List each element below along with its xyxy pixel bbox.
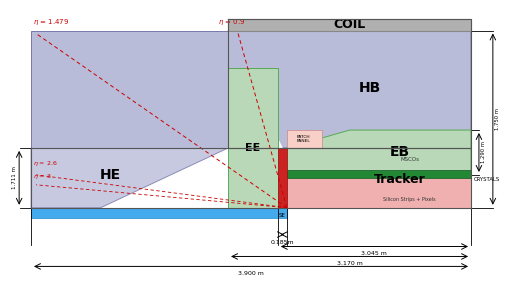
Polygon shape bbox=[31, 148, 228, 208]
Polygon shape bbox=[228, 95, 278, 148]
Text: HE: HE bbox=[100, 168, 121, 182]
Text: CRYSTALS: CRYSTALS bbox=[474, 177, 500, 182]
Text: Silicon Strips + Pixels: Silicon Strips + Pixels bbox=[383, 197, 436, 202]
Text: HB: HB bbox=[359, 81, 381, 95]
Polygon shape bbox=[228, 68, 278, 208]
Text: $\eta$ = 1.479: $\eta$ = 1.479 bbox=[33, 17, 69, 27]
Polygon shape bbox=[278, 148, 287, 208]
Text: 1.750 m: 1.750 m bbox=[495, 108, 500, 130]
Polygon shape bbox=[31, 30, 228, 148]
Text: 0.185m: 0.185m bbox=[270, 240, 294, 244]
Text: 1.711 m: 1.711 m bbox=[12, 166, 17, 189]
Polygon shape bbox=[228, 75, 283, 148]
Text: 3.170 m: 3.170 m bbox=[337, 262, 363, 267]
Text: 1.290 m: 1.290 m bbox=[481, 141, 486, 163]
Polygon shape bbox=[287, 170, 471, 178]
Polygon shape bbox=[228, 30, 471, 148]
Polygon shape bbox=[228, 19, 471, 30]
Text: PATCH
PANEL: PATCH PANEL bbox=[297, 135, 311, 143]
Text: $\eta$ = 0.9: $\eta$ = 0.9 bbox=[218, 17, 246, 27]
Text: COIL: COIL bbox=[333, 18, 366, 31]
Polygon shape bbox=[31, 208, 287, 218]
Text: EB: EB bbox=[389, 145, 409, 159]
Polygon shape bbox=[287, 148, 471, 208]
Text: $\eta$ = 3: $\eta$ = 3 bbox=[33, 172, 52, 181]
Polygon shape bbox=[287, 130, 322, 148]
Text: 3.900 m: 3.900 m bbox=[238, 271, 264, 276]
Text: MSCOs: MSCOs bbox=[400, 157, 419, 162]
Text: EE: EE bbox=[245, 143, 261, 153]
Text: 3.045 m: 3.045 m bbox=[362, 251, 387, 256]
Text: Tracker: Tracker bbox=[373, 173, 425, 186]
Polygon shape bbox=[287, 130, 471, 175]
Text: $\eta$ = 2.6: $\eta$ = 2.6 bbox=[33, 159, 57, 168]
Text: SE: SE bbox=[279, 213, 286, 218]
